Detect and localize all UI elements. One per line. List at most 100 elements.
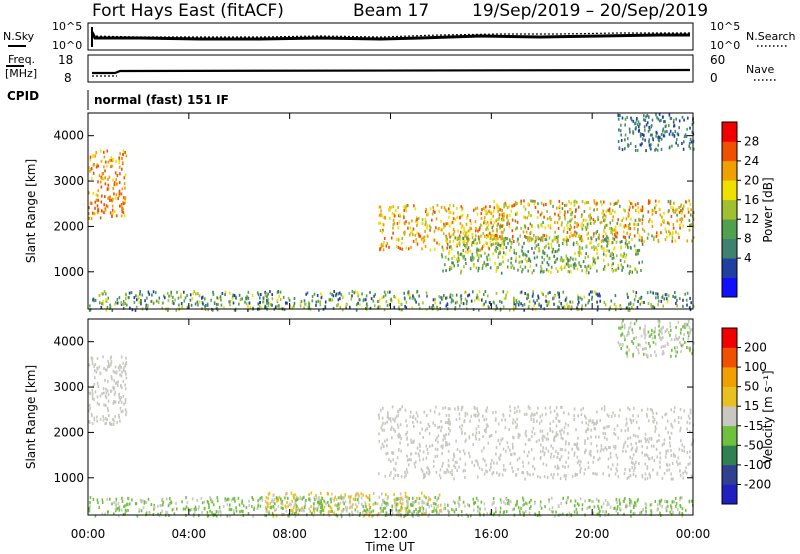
echo-cell xyxy=(460,269,462,273)
echo-cell xyxy=(688,325,691,329)
echo-cell xyxy=(513,296,515,300)
echo-cell xyxy=(636,123,639,127)
echo-cell xyxy=(445,413,448,417)
echo-cell xyxy=(641,347,644,351)
echo-cell xyxy=(688,228,691,232)
echo-cell xyxy=(617,263,619,267)
echo-cell xyxy=(222,505,225,508)
echo-cell xyxy=(513,308,515,312)
echo-cell xyxy=(409,415,412,419)
echo-cell xyxy=(340,514,343,518)
echo-cell xyxy=(553,250,556,254)
echo-cell xyxy=(495,267,498,271)
echo-cell xyxy=(116,182,118,186)
echo-cell xyxy=(429,409,432,413)
echo-cell xyxy=(492,214,495,218)
echo-cell xyxy=(661,443,664,447)
echo-cell xyxy=(673,410,675,414)
echo-cell xyxy=(561,405,563,409)
echo-cell xyxy=(447,470,449,474)
echo-cell xyxy=(438,242,440,246)
echo-cell xyxy=(643,328,645,332)
echo-cell xyxy=(370,297,373,301)
echo-cell xyxy=(294,512,297,516)
echo-cell xyxy=(388,208,391,212)
echo-cell xyxy=(224,497,226,501)
echo-cell xyxy=(487,424,489,428)
echo-cell xyxy=(616,501,618,504)
echo-cell xyxy=(689,203,692,206)
echo-cell xyxy=(594,257,597,261)
echo-cell xyxy=(265,496,268,500)
echo-cell xyxy=(138,300,141,304)
echo-cell xyxy=(115,371,118,375)
echo-cell xyxy=(416,290,419,293)
echo-cell xyxy=(392,226,394,230)
echo-cell xyxy=(184,507,187,511)
echo-cell xyxy=(99,216,102,220)
echo-cell xyxy=(435,217,438,221)
echo-cell xyxy=(610,211,612,215)
echo-cell xyxy=(462,469,465,473)
echo-cell xyxy=(376,300,379,303)
echo-cell xyxy=(435,508,437,512)
echo-cell xyxy=(661,215,663,219)
echo-cell xyxy=(477,412,480,416)
echo-cell xyxy=(587,437,589,440)
echo-cell xyxy=(110,165,112,168)
echo-cell xyxy=(478,431,480,434)
echo-cell xyxy=(310,491,313,495)
colorbar-tick-label: 8 xyxy=(744,232,752,246)
echo-cell xyxy=(374,292,376,296)
echo-cell xyxy=(235,509,238,513)
echo-cell xyxy=(204,304,206,308)
echo-cell xyxy=(509,405,511,409)
echo-cell xyxy=(473,413,476,417)
echo-cell xyxy=(241,509,243,513)
frequency-panel: Freq. [MHz] 18 8 60 0 Nave xyxy=(5,53,778,85)
echo-cell xyxy=(558,248,560,252)
colorbar-tick-label: -15 xyxy=(744,419,764,433)
echo-cell xyxy=(538,438,540,442)
echo-cell xyxy=(668,222,670,226)
echo-cell xyxy=(286,501,288,504)
echo-cell xyxy=(121,161,124,165)
echo-cell xyxy=(567,210,569,214)
echo-cell xyxy=(186,306,189,310)
echo-cell xyxy=(385,493,387,497)
echo-cell xyxy=(576,200,578,204)
echo-cell xyxy=(501,225,503,228)
echo-cell xyxy=(603,405,606,409)
echo-cell xyxy=(529,473,531,477)
echo-cell xyxy=(173,512,176,516)
echo-cell xyxy=(663,297,665,301)
echo-cell xyxy=(603,249,605,253)
echo-cell xyxy=(216,514,218,518)
echo-cell xyxy=(656,148,659,152)
echo-cell xyxy=(332,294,335,298)
echo-cell xyxy=(552,510,554,514)
velocity-colorbar-swatches xyxy=(722,328,737,505)
echo-cell xyxy=(568,264,570,268)
echo-cell xyxy=(609,451,612,455)
echo-cell xyxy=(382,498,384,502)
echo-cell xyxy=(379,205,382,209)
echo-cell xyxy=(651,136,654,140)
echo-cell xyxy=(659,460,661,464)
colorbar-swatch xyxy=(722,122,737,142)
echo-cell xyxy=(491,243,493,247)
echo-cell xyxy=(433,306,436,310)
echo-cell xyxy=(120,302,123,306)
echo-cell xyxy=(99,149,102,153)
echo-cell xyxy=(496,218,499,221)
echo-cell xyxy=(559,204,561,208)
echo-cell xyxy=(368,503,371,507)
echo-cell xyxy=(452,458,454,462)
echo-cell xyxy=(533,432,536,436)
echo-cell xyxy=(548,236,551,240)
echo-cell xyxy=(104,394,107,398)
echo-cell xyxy=(652,305,654,308)
echo-cell xyxy=(417,452,420,456)
echo-cell xyxy=(412,296,415,300)
echo-cell xyxy=(459,457,461,461)
